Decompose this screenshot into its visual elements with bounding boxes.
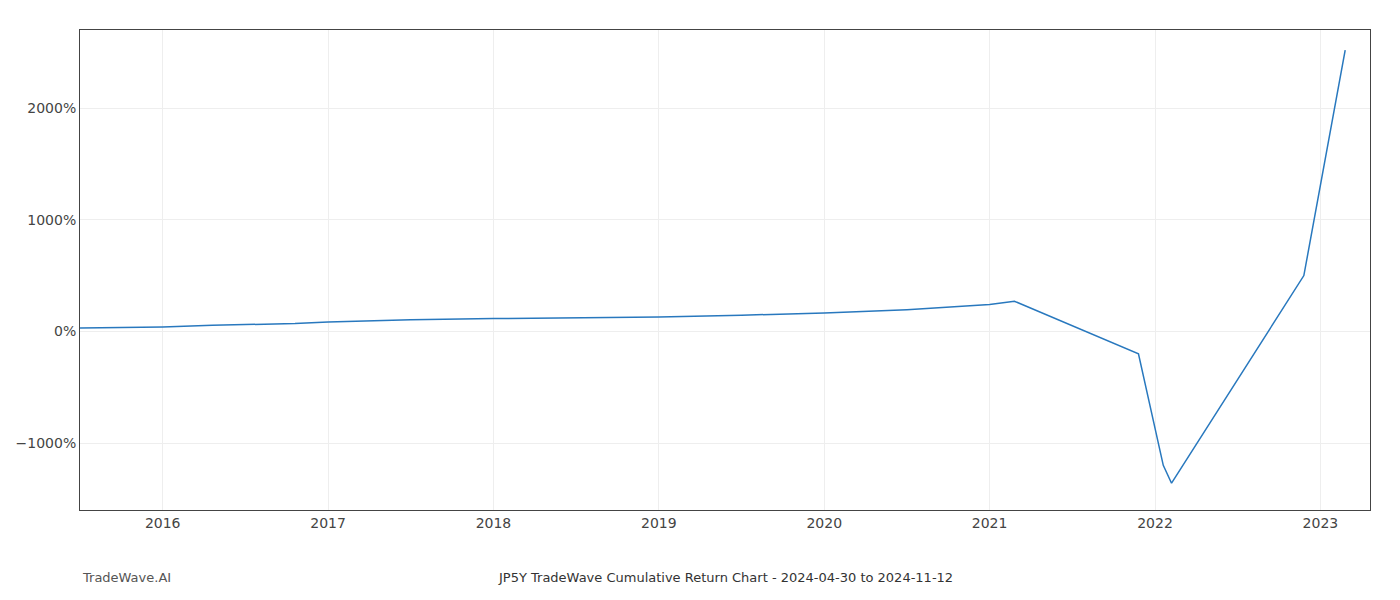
svg-text:2019: 2019 <box>641 515 677 531</box>
svg-text:−1000%: −1000% <box>16 435 77 451</box>
svg-text:0%: 0% <box>54 323 76 339</box>
svg-text:JP5Y TradeWave Cumulative Retu: JP5Y TradeWave Cumulative Return Chart -… <box>498 570 953 585</box>
svg-text:2023: 2023 <box>1303 515 1339 531</box>
svg-text:2017: 2017 <box>310 515 346 531</box>
svg-text:2022: 2022 <box>1137 515 1173 531</box>
svg-text:2020: 2020 <box>806 515 842 531</box>
svg-text:2016: 2016 <box>145 515 181 531</box>
svg-text:2021: 2021 <box>972 515 1008 531</box>
svg-text:1000%: 1000% <box>27 212 76 228</box>
svg-text:2000%: 2000% <box>27 100 76 116</box>
svg-text:TradeWave.AI: TradeWave.AI <box>82 570 171 585</box>
svg-text:2018: 2018 <box>476 515 512 531</box>
